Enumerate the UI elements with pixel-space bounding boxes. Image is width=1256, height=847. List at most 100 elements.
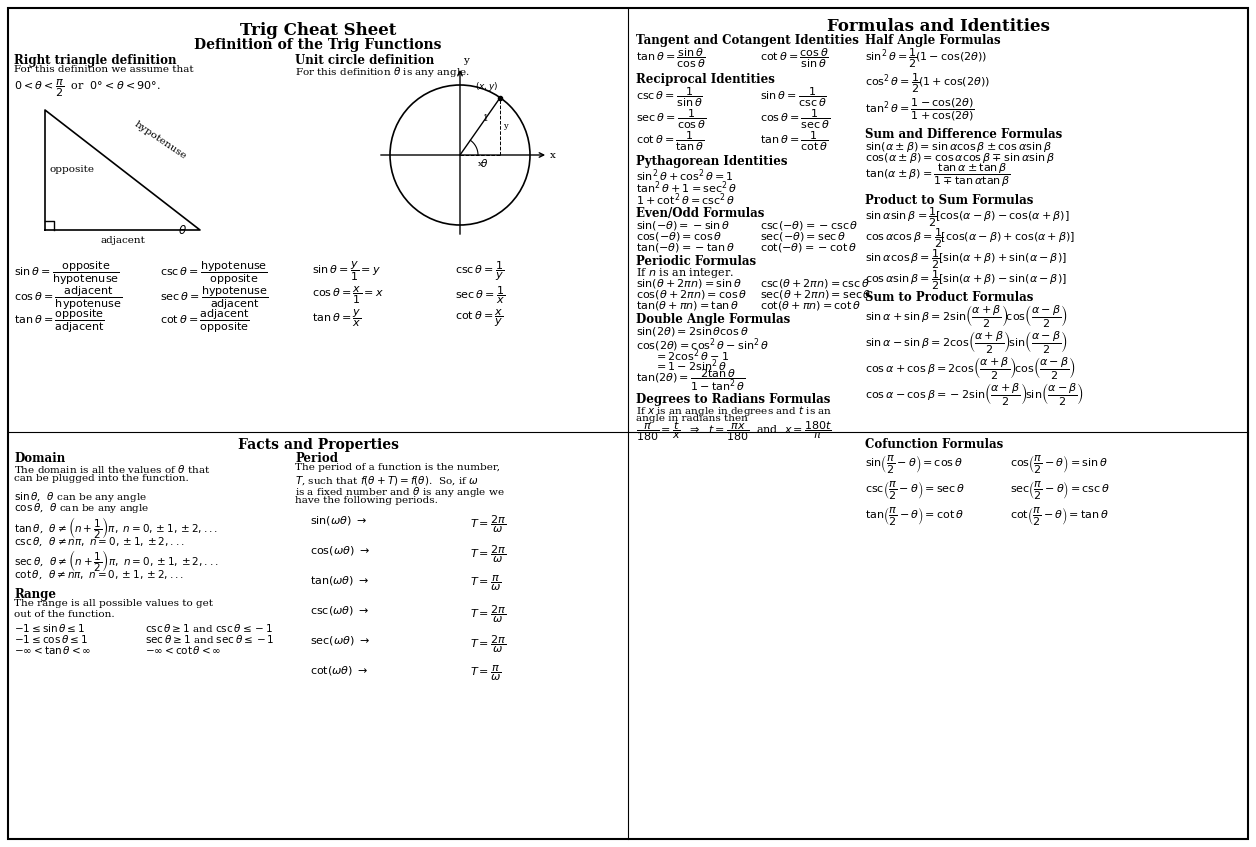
Text: $\tan\theta = \dfrac{y}{x}$: $\tan\theta = \dfrac{y}{x}$ bbox=[311, 308, 362, 329]
Text: $\csc\theta = \dfrac{\mathrm{hypotenuse}}{\mathrm{opposite}}$: $\csc\theta = \dfrac{\mathrm{hypotenuse}… bbox=[160, 260, 268, 287]
Text: $\csc(\theta+2\pi n) = \csc\theta$: $\csc(\theta+2\pi n) = \csc\theta$ bbox=[760, 277, 870, 290]
Text: $T = \dfrac{2\pi}{\omega}$: $T = \dfrac{2\pi}{\omega}$ bbox=[470, 544, 506, 566]
Text: $\tan\!\left(\dfrac{\pi}{2}-\theta\right)=\cot\theta$: $\tan\!\left(\dfrac{\pi}{2}-\theta\right… bbox=[865, 505, 963, 527]
Text: is a fixed number and $\theta$ is any angle we: is a fixed number and $\theta$ is any an… bbox=[295, 485, 505, 499]
Text: Periodic Formulas: Periodic Formulas bbox=[636, 255, 756, 268]
Text: $T = \dfrac{2\pi}{\omega}$: $T = \dfrac{2\pi}{\omega}$ bbox=[470, 634, 506, 656]
Text: can be plugged into the function.: can be plugged into the function. bbox=[14, 474, 188, 483]
Text: $\sin\!\left(\dfrac{\pi}{2}-\theta\right)=\cos\theta$: $\sin\!\left(\dfrac{\pi}{2}-\theta\right… bbox=[865, 453, 963, 475]
Text: $\tan^2\theta = \dfrac{1-\cos(2\theta)}{1+\cos(2\theta)}$: $\tan^2\theta = \dfrac{1-\cos(2\theta)}{… bbox=[865, 97, 975, 124]
Text: The domain is all the values of $\theta$ that: The domain is all the values of $\theta$… bbox=[14, 463, 211, 475]
Text: If $x$ is an angle in degrees and $t$ is an: If $x$ is an angle in degrees and $t$ is… bbox=[636, 404, 833, 418]
Text: $\tan^2\theta + 1 = \sec^2\theta$: $\tan^2\theta + 1 = \sec^2\theta$ bbox=[636, 179, 737, 196]
Text: $\cos(\alpha\pm\beta) = \cos\alpha\cos\beta\mp\sin\alpha\sin\beta$: $\cos(\alpha\pm\beta) = \cos\alpha\cos\b… bbox=[865, 151, 1055, 165]
Text: $\sin\alpha-\sin\beta = 2\cos\!\left(\dfrac{\alpha+\beta}{2}\right)\!\sin\!\left: $\sin\alpha-\sin\beta = 2\cos\!\left(\df… bbox=[865, 329, 1068, 355]
Text: Formulas and Identities: Formulas and Identities bbox=[826, 18, 1050, 35]
Text: Double Angle Formulas: Double Angle Formulas bbox=[636, 313, 790, 326]
Text: $\cos(2\theta) = \cos^2\theta - \sin^2\theta$: $\cos(2\theta) = \cos^2\theta - \sin^2\t… bbox=[636, 336, 769, 353]
Text: $\cot(-\theta) = -\cot\theta$: $\cot(-\theta) = -\cot\theta$ bbox=[760, 241, 857, 254]
Text: $\sin^2\theta = \dfrac{1}{2}\!\left(1-\cos(2\theta)\right)$: $\sin^2\theta = \dfrac{1}{2}\!\left(1-\c… bbox=[865, 47, 987, 70]
Text: $T = \dfrac{2\pi}{\omega}$: $T = \dfrac{2\pi}{\omega}$ bbox=[470, 604, 506, 625]
Text: $\sin\theta$,  $\theta$ can be any angle: $\sin\theta$, $\theta$ can be any angle bbox=[14, 490, 147, 504]
Text: $\sec\theta\geq 1$ and $\sec\theta\leq -1$: $\sec\theta\geq 1$ and $\sec\theta\leq -… bbox=[144, 633, 275, 645]
Text: For this definition we assume that: For this definition we assume that bbox=[14, 65, 193, 74]
Text: $\tan(\theta+\pi n) = \tan\theta$: $\tan(\theta+\pi n) = \tan\theta$ bbox=[636, 299, 740, 312]
Text: $\theta$: $\theta$ bbox=[480, 157, 489, 169]
Text: $T = \dfrac{\pi}{\omega}$: $T = \dfrac{\pi}{\omega}$ bbox=[470, 574, 501, 594]
Text: $\cot\theta = \dfrac{x}{y}$: $\cot\theta = \dfrac{x}{y}$ bbox=[455, 308, 504, 329]
Text: $\cos\alpha\cos\beta = \dfrac{1}{2}\!\left[\cos(\alpha-\beta)+\cos(\alpha+\beta): $\cos\alpha\cos\beta = \dfrac{1}{2}\!\le… bbox=[865, 227, 1075, 251]
Text: The period of a function is the number,: The period of a function is the number, bbox=[295, 463, 500, 472]
Text: $\cos(\omega\theta)\ \rightarrow$: $\cos(\omega\theta)\ \rightarrow$ bbox=[310, 544, 371, 557]
Text: $= 1 - 2\sin^2\theta$: $= 1 - 2\sin^2\theta$ bbox=[654, 357, 727, 374]
Text: $\cos\!\left(\dfrac{\pi}{2}-\theta\right)=\sin\theta$: $\cos\!\left(\dfrac{\pi}{2}-\theta\right… bbox=[1010, 453, 1108, 475]
Text: $\tan\theta = \dfrac{\mathrm{opposite}}{\mathrm{adjacent}}$: $\tan\theta = \dfrac{\mathrm{opposite}}{… bbox=[14, 308, 104, 335]
Text: Half Angle Formulas: Half Angle Formulas bbox=[865, 34, 1001, 47]
Text: have the following periods.: have the following periods. bbox=[295, 496, 438, 505]
Text: $= 2\cos^2\theta - 1$: $= 2\cos^2\theta - 1$ bbox=[654, 347, 728, 363]
Text: $\tan\theta = \dfrac{\sin\theta}{\cos\theta}$: $\tan\theta = \dfrac{\sin\theta}{\cos\th… bbox=[636, 47, 706, 70]
Text: $T$, such that $f(\theta+T)=f(\theta)$.  So, if $\omega$: $T$, such that $f(\theta+T)=f(\theta)$. … bbox=[295, 474, 479, 487]
Text: Trig Cheat Sheet: Trig Cheat Sheet bbox=[240, 22, 396, 39]
Text: $\cot(\omega\theta)\ \rightarrow$: $\cot(\omega\theta)\ \rightarrow$ bbox=[310, 664, 368, 677]
Text: For this definition $\theta$ is any angle.: For this definition $\theta$ is any angl… bbox=[295, 65, 470, 79]
Text: y: y bbox=[504, 122, 507, 130]
Text: $-\infty<\cot\theta<\infty$: $-\infty<\cot\theta<\infty$ bbox=[144, 644, 221, 656]
Text: $\tan(-\theta) = -\tan\theta$: $\tan(-\theta) = -\tan\theta$ bbox=[636, 241, 735, 254]
Text: $\sin(\alpha\pm\beta) = \sin\alpha\cos\beta\pm\cos\alpha\sin\beta$: $\sin(\alpha\pm\beta) = \sin\alpha\cos\b… bbox=[865, 140, 1053, 154]
Text: $\cos\alpha+\cos\beta = 2\cos\!\left(\dfrac{\alpha+\beta}{2}\right)\!\cos\!\left: $\cos\alpha+\cos\beta = 2\cos\!\left(\df… bbox=[865, 355, 1076, 381]
Text: $\sin(\omega\theta)\ \rightarrow$: $\sin(\omega\theta)\ \rightarrow$ bbox=[310, 514, 367, 527]
Text: $\cos\theta = \dfrac{x}{1} = x$: $\cos\theta = \dfrac{x}{1} = x$ bbox=[311, 285, 384, 307]
Text: x: x bbox=[477, 160, 482, 168]
Text: $\cos\theta = \dfrac{1}{\sec\theta}$: $\cos\theta = \dfrac{1}{\sec\theta}$ bbox=[760, 108, 830, 131]
Text: $\tan\theta = \dfrac{1}{\cot\theta}$: $\tan\theta = \dfrac{1}{\cot\theta}$ bbox=[760, 130, 829, 153]
Text: Right triangle definition: Right triangle definition bbox=[14, 54, 177, 67]
Text: $\sec(-\theta) = \sec\theta$: $\sec(-\theta) = \sec\theta$ bbox=[760, 230, 847, 243]
Text: Cofunction Formulas: Cofunction Formulas bbox=[865, 438, 1004, 451]
Text: opposite: opposite bbox=[49, 165, 94, 174]
Text: $\csc(-\theta) = -\csc\theta$: $\csc(-\theta) = -\csc\theta$ bbox=[760, 219, 859, 232]
Text: $\tan(\omega\theta)\ \rightarrow$: $\tan(\omega\theta)\ \rightarrow$ bbox=[310, 574, 369, 587]
Text: $\cot\theta = \dfrac{\cos\theta}{\sin\theta}$: $\cot\theta = \dfrac{\cos\theta}{\sin\th… bbox=[760, 47, 829, 70]
Text: $\sec\theta = \dfrac{1}{\cos\theta}$: $\sec\theta = \dfrac{1}{\cos\theta}$ bbox=[636, 108, 706, 131]
Text: $\sin\theta = \dfrac{y}{1} = y$: $\sin\theta = \dfrac{y}{1} = y$ bbox=[311, 260, 381, 284]
Text: $\cot\theta = \dfrac{1}{\tan\theta}$: $\cot\theta = \dfrac{1}{\tan\theta}$ bbox=[636, 130, 705, 153]
Text: hypotenuse: hypotenuse bbox=[132, 120, 188, 162]
Text: Domain: Domain bbox=[14, 452, 65, 465]
Text: Unit circle definition: Unit circle definition bbox=[295, 54, 435, 67]
Text: $\sec\theta$,  $\theta\neq\left(n+\dfrac{1}{2}\right)\pi,\ n=0,\pm1,\pm2,...$: $\sec\theta$, $\theta\neq\left(n+\dfrac{… bbox=[14, 548, 219, 574]
Text: $\sin\theta = \dfrac{1}{\csc\theta}$: $\sin\theta = \dfrac{1}{\csc\theta}$ bbox=[760, 86, 826, 109]
Text: Range: Range bbox=[14, 588, 57, 601]
Text: $\cot\!\left(\dfrac{\pi}{2}-\theta\right)=\tan\theta$: $\cot\!\left(\dfrac{\pi}{2}-\theta\right… bbox=[1010, 505, 1109, 527]
Text: $-1\leq\sin\theta\leq 1$: $-1\leq\sin\theta\leq 1$ bbox=[14, 622, 85, 634]
Text: $-\infty<\tan\theta<\infty$: $-\infty<\tan\theta<\infty$ bbox=[14, 644, 92, 656]
Text: 1: 1 bbox=[484, 114, 489, 124]
Text: $\sin\theta = \dfrac{\mathrm{opposite}}{\mathrm{hypotenuse}}$: $\sin\theta = \dfrac{\mathrm{opposite}}{… bbox=[14, 260, 119, 287]
Text: $\sin(2\theta) = 2\sin\theta\cos\theta$: $\sin(2\theta) = 2\sin\theta\cos\theta$ bbox=[636, 325, 749, 338]
Text: $\sec\theta = \dfrac{1}{x}$: $\sec\theta = \dfrac{1}{x}$ bbox=[455, 285, 505, 307]
Text: $-1\leq\cos\theta\leq 1$: $-1\leq\cos\theta\leq 1$ bbox=[14, 633, 88, 645]
Text: $\sin^2\theta + \cos^2\theta = 1$: $\sin^2\theta + \cos^2\theta = 1$ bbox=[636, 167, 734, 184]
Text: Sum and Difference Formulas: Sum and Difference Formulas bbox=[865, 128, 1063, 141]
Text: Facts and Properties: Facts and Properties bbox=[237, 438, 398, 452]
Text: Sum to Product Formulas: Sum to Product Formulas bbox=[865, 291, 1034, 304]
Text: out of the function.: out of the function. bbox=[14, 610, 114, 619]
Text: $\dfrac{\pi}{180} = \dfrac{t}{x}\ \ \Rightarrow\ \ t = \dfrac{\pi x}{180}$  and : $\dfrac{\pi}{180} = \dfrac{t}{x}\ \ \Rig… bbox=[636, 420, 833, 444]
Text: $\cos\alpha-\cos\beta = -2\sin\!\left(\dfrac{\alpha+\beta}{2}\right)\!\sin\!\lef: $\cos\alpha-\cos\beta = -2\sin\!\left(\d… bbox=[865, 381, 1084, 407]
Text: $\tan(\alpha\pm\beta) = \dfrac{\tan\alpha\pm\tan\beta}{1\mp\tan\alpha\tan\beta}$: $\tan(\alpha\pm\beta) = \dfrac{\tan\alph… bbox=[865, 162, 1011, 190]
Text: $T = \dfrac{\pi}{\omega}$: $T = \dfrac{\pi}{\omega}$ bbox=[470, 664, 501, 684]
Text: $\cos\theta = \dfrac{\mathrm{adjacent}}{\mathrm{hypotenuse}}$: $\cos\theta = \dfrac{\mathrm{adjacent}}{… bbox=[14, 285, 122, 313]
Text: $\sin\alpha\sin\beta = \dfrac{1}{2}\!\left[\cos(\alpha-\beta)-\cos(\alpha+\beta): $\sin\alpha\sin\beta = \dfrac{1}{2}\!\le… bbox=[865, 206, 1070, 230]
Text: x: x bbox=[550, 151, 556, 159]
Text: $\theta$: $\theta$ bbox=[178, 224, 187, 237]
Text: $\cos\alpha\sin\beta = \dfrac{1}{2}\!\left[\sin(\alpha+\beta)-\sin(\alpha-\beta): $\cos\alpha\sin\beta = \dfrac{1}{2}\!\le… bbox=[865, 269, 1066, 292]
Text: angle in radians then: angle in radians then bbox=[636, 414, 747, 423]
Text: $\cos^2\theta = \dfrac{1}{2}\!\left(1+\cos(2\theta)\right)$: $\cos^2\theta = \dfrac{1}{2}\!\left(1+\c… bbox=[865, 72, 990, 96]
Text: Definition of the Trig Functions: Definition of the Trig Functions bbox=[195, 38, 442, 52]
Text: $(x,y)$: $(x,y)$ bbox=[475, 80, 499, 92]
Text: $\sec(\theta+2\pi n) = \sec\theta$: $\sec(\theta+2\pi n) = \sec\theta$ bbox=[760, 288, 872, 301]
Text: $\sec\!\left(\dfrac{\pi}{2}-\theta\right)=\csc\theta$: $\sec\!\left(\dfrac{\pi}{2}-\theta\right… bbox=[1010, 479, 1110, 501]
Text: $\cos(\theta+2\pi n) = \cos\theta$: $\cos(\theta+2\pi n) = \cos\theta$ bbox=[636, 288, 747, 301]
Text: $\csc\theta$,  $\theta\neq n\pi,\ n=0,\pm1,\pm2,...$: $\csc\theta$, $\theta\neq n\pi,\ n=0,\pm… bbox=[14, 535, 185, 548]
Text: $\csc\!\left(\dfrac{\pi}{2}-\theta\right)=\sec\theta$: $\csc\!\left(\dfrac{\pi}{2}-\theta\right… bbox=[865, 479, 966, 501]
